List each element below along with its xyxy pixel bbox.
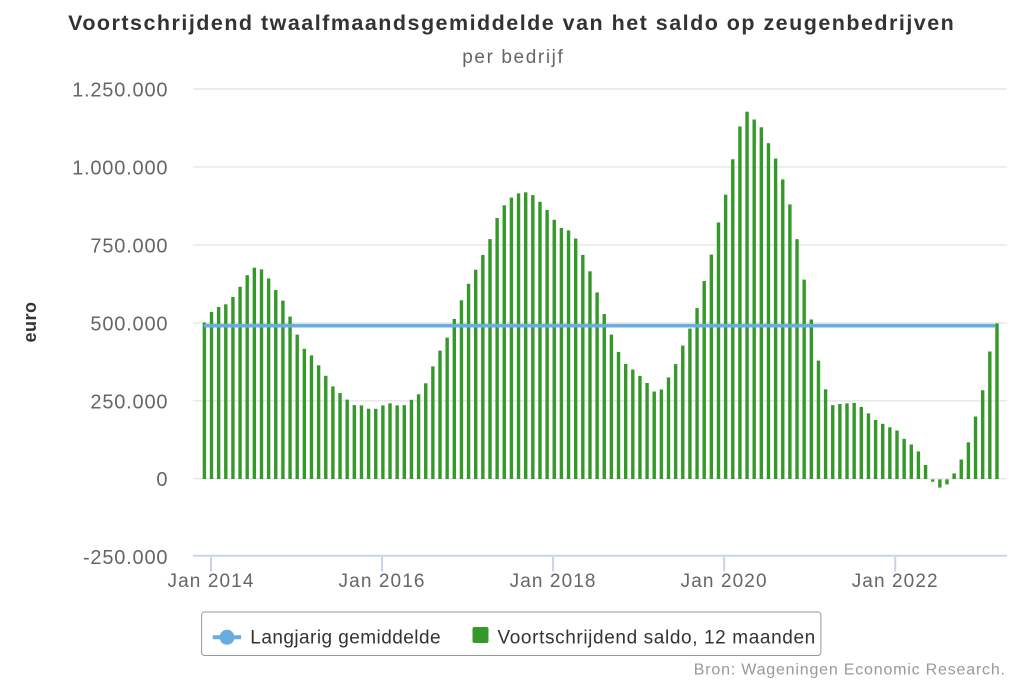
svg-text:Jan 2020: Jan 2020 — [681, 571, 768, 592]
svg-text:Voortschrijdend twaalfmaandsge: Voortschrijdend twaalfmaandsgemiddelde v… — [68, 11, 955, 35]
svg-text:500.000: 500.000 — [90, 313, 168, 335]
svg-text:Bron: Wageningen Economic Rese: Bron: Wageningen Economic Research. — [694, 662, 1006, 679]
svg-text:250.000: 250.000 — [90, 391, 168, 413]
svg-text:1.250.000: 1.250.000 — [72, 80, 168, 102]
svg-text:Jan 2022: Jan 2022 — [852, 571, 939, 592]
svg-text:Jan 2014: Jan 2014 — [168, 571, 255, 592]
svg-text:Jan 2016: Jan 2016 — [339, 571, 426, 592]
svg-text:Voortschrijdend saldo, 12 maan: Voortschrijdend saldo, 12 maanden — [498, 627, 816, 648]
svg-text:1.000.000: 1.000.000 — [72, 157, 168, 179]
svg-text:per bedrijf: per bedrijf — [462, 47, 564, 68]
svg-text:euro: euro — [20, 301, 40, 342]
svg-text:Jan 2018: Jan 2018 — [510, 571, 597, 592]
svg-text:Langjarig gemiddelde: Langjarig gemiddelde — [250, 627, 441, 648]
svg-text:750.000: 750.000 — [90, 235, 168, 257]
svg-text:0: 0 — [156, 469, 168, 491]
svg-text:-250.000: -250.000 — [83, 547, 168, 569]
